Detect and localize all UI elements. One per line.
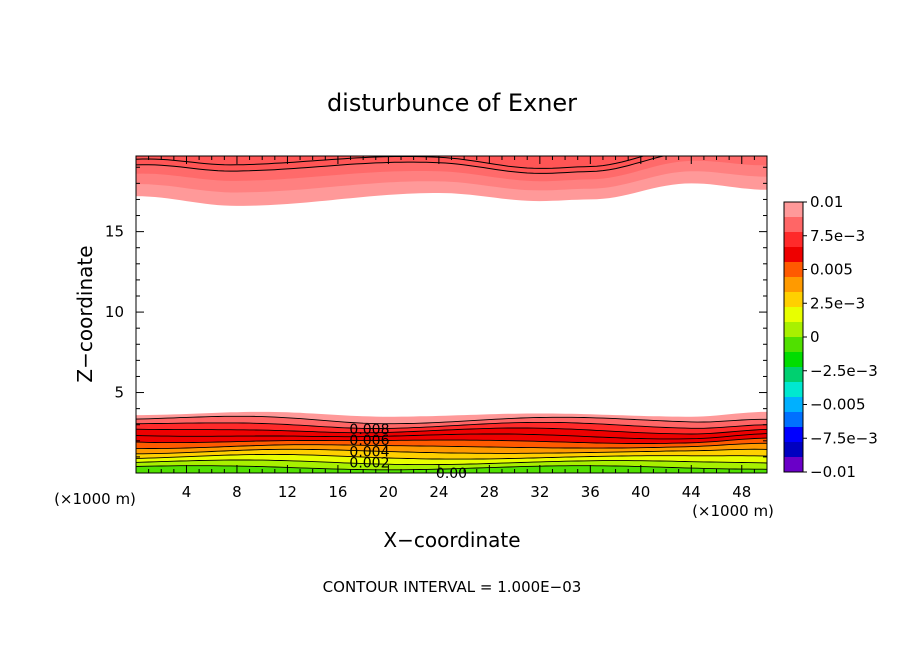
colorbar-swatch bbox=[784, 247, 803, 263]
x-tick-label: 24 bbox=[429, 483, 448, 501]
colorbar-label: −0.005 bbox=[810, 396, 866, 414]
x-axis-label: X−coordinate bbox=[383, 528, 520, 552]
x-tick-label: 44 bbox=[682, 483, 701, 501]
x-tick-label: 40 bbox=[631, 483, 650, 501]
x-unit-left: (×1000 m) bbox=[54, 490, 136, 508]
colorbar-swatch bbox=[784, 412, 803, 428]
x-tick-label: 36 bbox=[581, 483, 600, 501]
axis-ticks bbox=[136, 156, 767, 473]
colorbar-swatch bbox=[784, 352, 803, 368]
x-tick-label: 32 bbox=[530, 483, 549, 501]
bottom-contour-line-5 bbox=[136, 437, 767, 444]
colorbar-swatch bbox=[784, 427, 803, 443]
colorbar-swatch bbox=[784, 232, 803, 248]
bottom-contour-line-6 bbox=[136, 442, 767, 449]
y-tick-label: 5 bbox=[114, 384, 124, 402]
colorbar-label: −2.5e−3 bbox=[810, 362, 878, 380]
bottom-contour-line-3 bbox=[136, 427, 767, 435]
colorbar-label: −0.01 bbox=[810, 463, 856, 481]
y-axis-label: Z−coordinate bbox=[73, 245, 97, 382]
colorbar-swatch bbox=[784, 322, 803, 338]
bottom-contour-line-10 bbox=[136, 465, 767, 471]
colorbar-swatch bbox=[784, 217, 803, 233]
x-unit-right: (×1000 m) bbox=[692, 502, 774, 520]
colorbar-swatch bbox=[784, 277, 803, 293]
bottom-contour-line-7 bbox=[136, 448, 767, 455]
bottom-contour-line-1 bbox=[136, 415, 767, 425]
colorbar-swatch bbox=[784, 292, 803, 308]
colorbar-swatch bbox=[784, 457, 803, 473]
colorbar-label: 7.5e−3 bbox=[810, 227, 865, 245]
colorbar-label: −7.5e−3 bbox=[810, 429, 878, 447]
y-tick-label: 15 bbox=[105, 223, 124, 241]
colorbar-label: 0.01 bbox=[810, 193, 843, 211]
colorbar-swatch bbox=[784, 382, 803, 398]
x-tick-label: 16 bbox=[328, 483, 347, 501]
bottom-contour-line-4 bbox=[136, 433, 767, 440]
bottom-contour-line-9 bbox=[136, 459, 767, 466]
contour-label: 0.004 bbox=[349, 444, 389, 460]
colorbar-swatch bbox=[784, 202, 803, 218]
y-tick-label: 10 bbox=[105, 303, 124, 321]
bottom-contour-line-2 bbox=[136, 421, 767, 429]
bottom-contour-line-8 bbox=[136, 453, 767, 460]
colorbar-swatch bbox=[784, 337, 803, 353]
colorbar-swatch bbox=[784, 262, 803, 278]
colorbar-swatch bbox=[784, 307, 803, 323]
colorbar bbox=[783, 201, 807, 473]
contour-fills bbox=[136, 156, 767, 473]
x-tick-label: 20 bbox=[379, 483, 398, 501]
colorbar-swatch bbox=[784, 367, 803, 383]
contour-label: 0.006 bbox=[349, 433, 389, 449]
chart-title: disturbunce of Exner bbox=[327, 89, 577, 117]
x-tick-label: 12 bbox=[278, 483, 297, 501]
colorbar-label: 2.5e−3 bbox=[810, 294, 865, 312]
colorbar-label: 0.005 bbox=[810, 261, 853, 279]
y-tick-labels: 5 10 15 bbox=[105, 223, 124, 402]
top-band-fill-3 bbox=[136, 156, 664, 174]
contour-label: 0.00 bbox=[436, 466, 467, 482]
colorbar-swatch bbox=[784, 442, 803, 458]
contour-interval-note: CONTOUR INTERVAL = 1.000E−03 bbox=[323, 578, 582, 596]
x-tick-labels: 4 8 12 16 20 24 28 32 36 40 44 48 bbox=[182, 483, 752, 501]
colorbar-label: 0 bbox=[810, 328, 820, 346]
x-tick-label: 4 bbox=[182, 483, 192, 501]
x-tick-label: 48 bbox=[732, 483, 751, 501]
colorbar-labels: 0.01 7.5e−3 0.005 2.5e−3 0 −2.5e−3 −0.005 −7.5e… bbox=[810, 193, 878, 481]
contour-label: 0.008 bbox=[349, 422, 389, 438]
colorbar-swatch bbox=[784, 397, 803, 413]
contour-label: 0.002 bbox=[349, 456, 389, 472]
contour-lines bbox=[136, 156, 767, 471]
x-tick-label: 8 bbox=[232, 483, 242, 501]
x-tick-label: 28 bbox=[480, 483, 499, 501]
